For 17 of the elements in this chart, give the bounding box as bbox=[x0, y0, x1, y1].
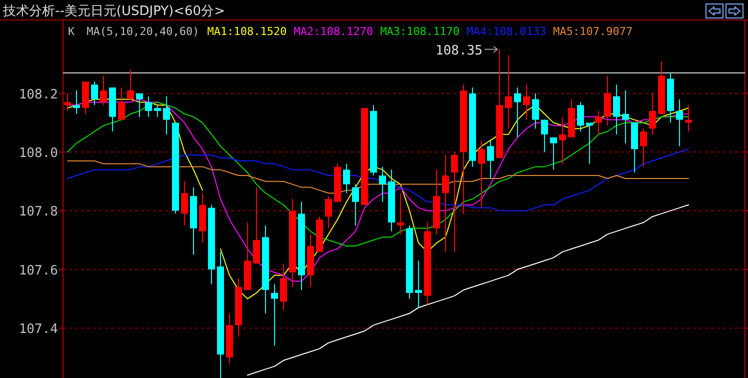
y-tick-label: 108.0 bbox=[18, 146, 58, 162]
text: MA1:108.1520 bbox=[207, 25, 287, 38]
line-series bbox=[67, 102, 689, 246]
y-tick-label: 107.6 bbox=[18, 263, 58, 278]
annotation: 108.35 bbox=[436, 43, 482, 58]
text: MA3:108.1170 bbox=[380, 25, 460, 38]
text: MA5:107.9077 bbox=[553, 25, 633, 38]
annotation: K bbox=[68, 25, 75, 38]
legend-title: MA(5,10,20,40,60) bbox=[86, 25, 200, 38]
line-series bbox=[67, 148, 689, 212]
y-tick-label: 108.2 bbox=[18, 87, 58, 102]
text: MA2:108.1270 bbox=[294, 25, 374, 38]
y-tick-label: 107.8 bbox=[18, 204, 58, 220]
text: MA4:108.0133 bbox=[466, 25, 546, 38]
line-series bbox=[247, 204, 689, 376]
y-tick-label: 107.4 bbox=[18, 322, 58, 338]
chart-title: 技术分析--美元日元(USDJPY)<60分> bbox=[2, 3, 225, 19]
